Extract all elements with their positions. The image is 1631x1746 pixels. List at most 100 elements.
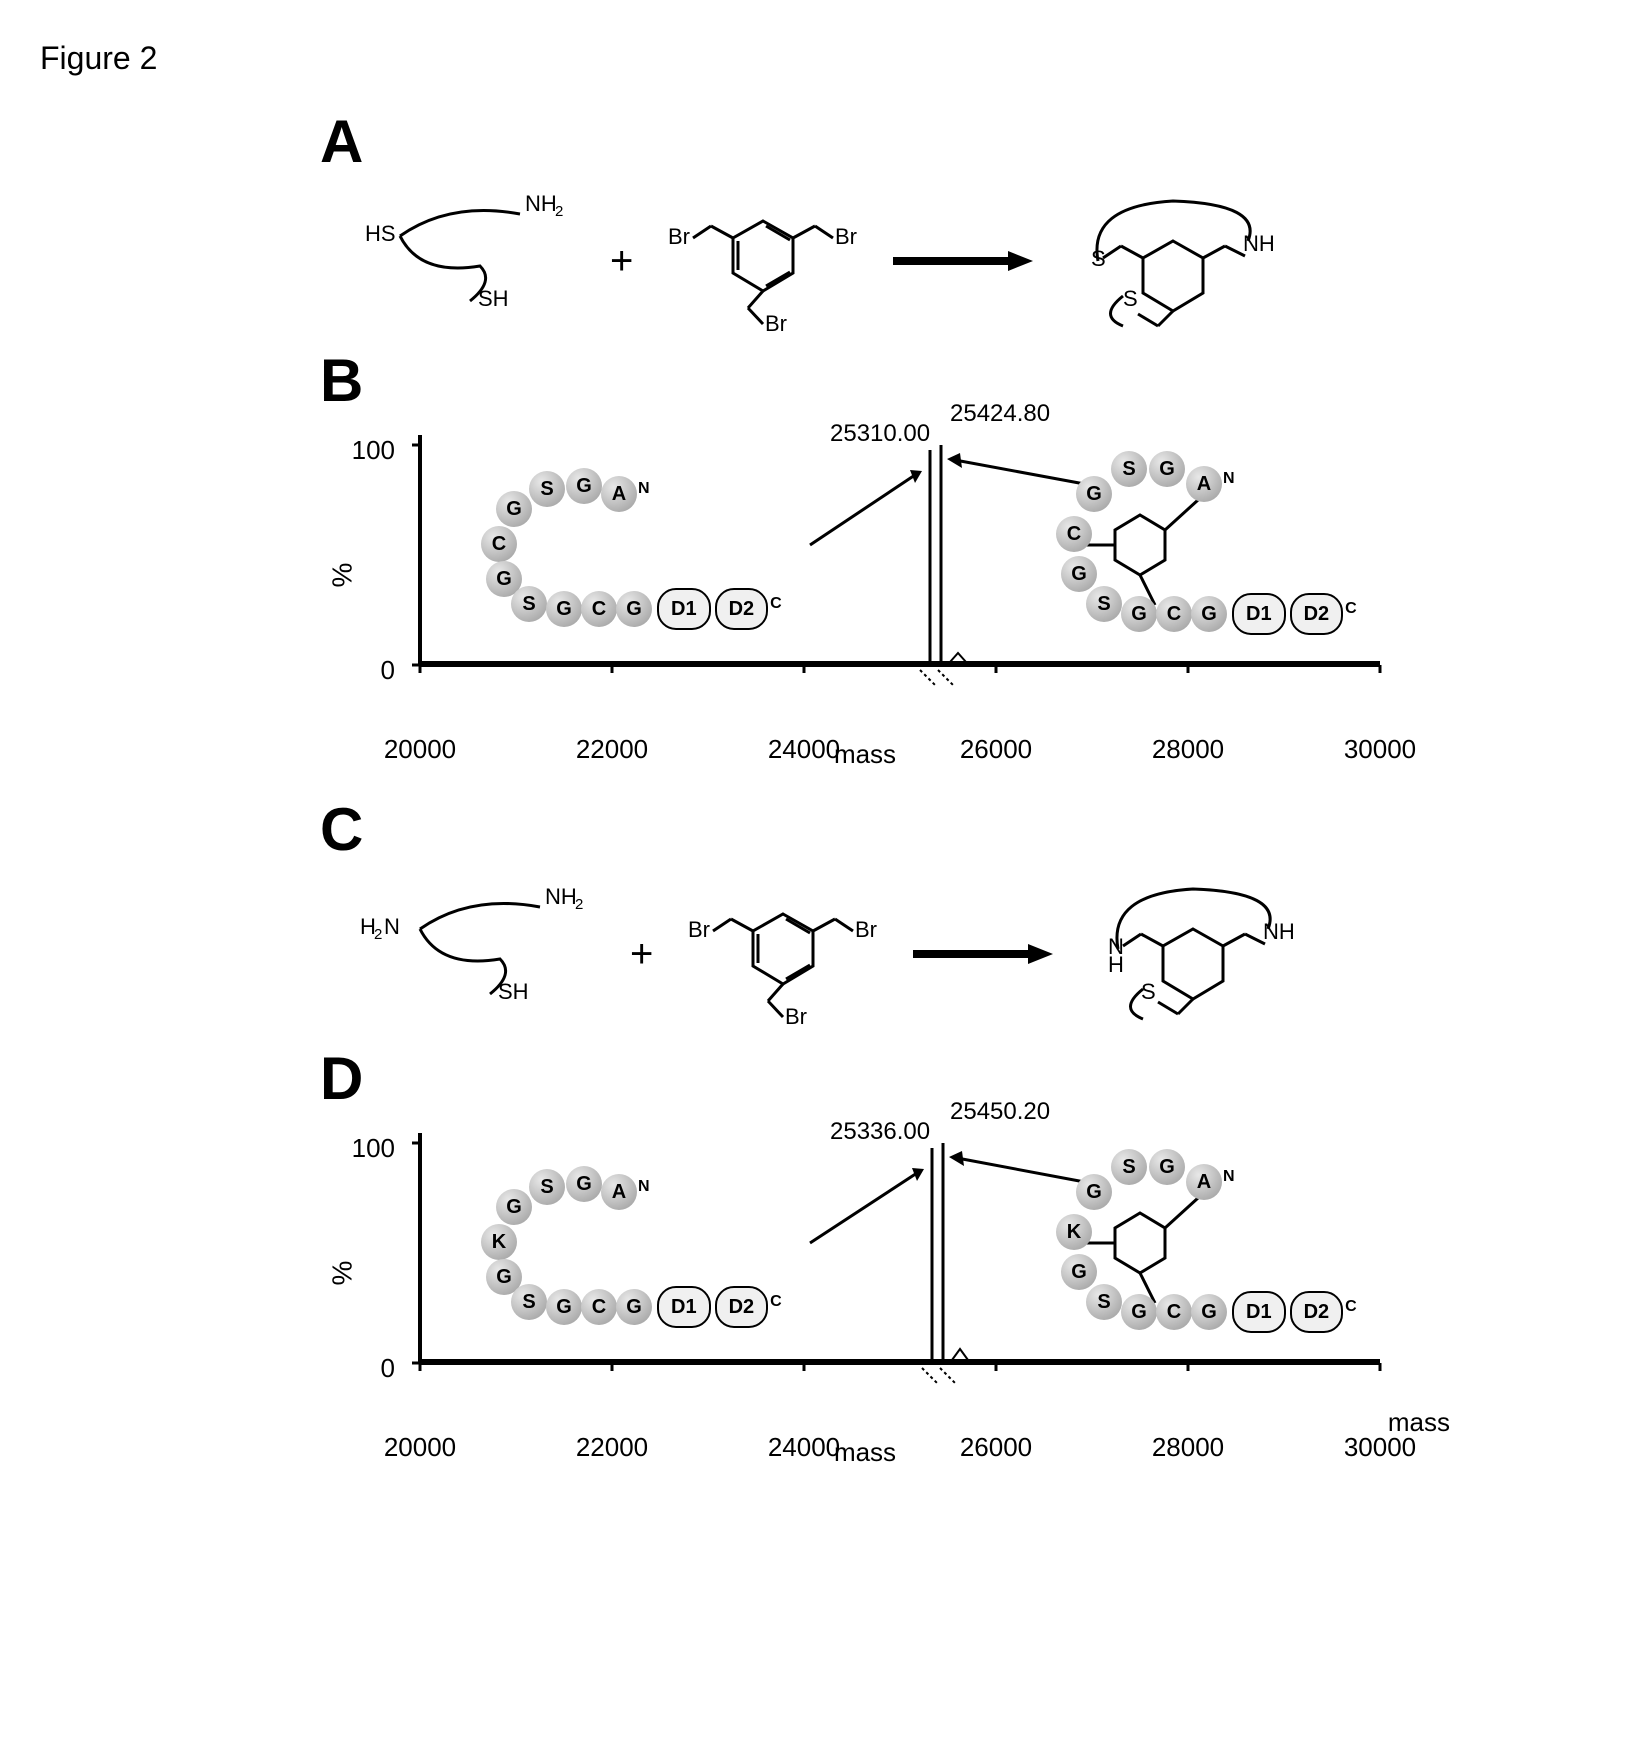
spectrum-svg-d xyxy=(390,1113,1440,1393)
svg-text:S: S xyxy=(1141,979,1156,1004)
spectrum-svg-b xyxy=(390,415,1440,695)
panel-b: B xyxy=(320,346,1420,735)
svg-text:Br: Br xyxy=(835,224,857,249)
aa: K xyxy=(1056,1214,1092,1250)
aa: G xyxy=(566,1166,602,1202)
svg-text:SH: SH xyxy=(478,286,509,311)
aa: G xyxy=(566,468,602,504)
xlabel-d-right: mass xyxy=(1388,1407,1450,1438)
c-terminus: C xyxy=(1345,600,1357,617)
svg-text:Br: Br xyxy=(668,224,690,249)
ytick-100: 100 xyxy=(352,1133,395,1164)
domain-d2: D2 xyxy=(715,1286,769,1328)
aa: C xyxy=(1156,596,1192,632)
panel-letter-c: C xyxy=(320,796,363,863)
aa: G xyxy=(1076,476,1112,512)
ylabel-b: % xyxy=(326,563,358,588)
reaction-a: HS NH2 SH + Br Br Br xyxy=(360,186,1420,336)
n-terminus: N xyxy=(638,480,650,497)
n-terminus: N xyxy=(1223,1168,1235,1185)
domain-d1: D1 xyxy=(657,588,711,630)
domain-d2: D2 xyxy=(1290,593,1344,635)
svg-text:Br: Br xyxy=(765,311,787,336)
panel-letter-d: D xyxy=(320,1045,363,1112)
aa: G xyxy=(496,491,532,527)
figure-title: Figure 2 xyxy=(40,40,1591,77)
svg-text:N: N xyxy=(384,914,400,939)
aa: S xyxy=(1086,586,1122,622)
xtick: 20000 xyxy=(384,1432,456,1463)
peak-label-2: 25424.80 xyxy=(950,400,1050,428)
aa: A xyxy=(601,476,637,512)
peak-label-1: 25336.00 xyxy=(830,1118,930,1146)
arrow-icon xyxy=(913,939,1053,969)
svg-text:Br: Br xyxy=(855,917,877,942)
figure-panels: A HS NH2 SH + Br Br xyxy=(320,107,1420,1433)
xtick: 20000 xyxy=(384,734,456,765)
n-terminus: N xyxy=(1223,470,1235,487)
xtick: 28000 xyxy=(1152,1432,1224,1463)
aa: S xyxy=(1111,1149,1147,1185)
n-terminus: N xyxy=(638,1178,650,1195)
aa: A xyxy=(1186,466,1222,502)
ylabel-d: % xyxy=(326,1261,358,1286)
product-a: S NH S xyxy=(1063,186,1283,336)
aa: S xyxy=(1086,1284,1122,1320)
aa: G xyxy=(546,591,582,627)
aa: G xyxy=(1149,1149,1185,1185)
aa: G xyxy=(616,1289,652,1325)
aa: C xyxy=(1056,516,1092,552)
svg-text:NH: NH xyxy=(545,884,577,909)
aa: S xyxy=(511,1284,547,1320)
xtick: 28000 xyxy=(1152,734,1224,765)
c-terminus: C xyxy=(770,595,782,612)
c-terminus: C xyxy=(770,1293,782,1310)
xlabel-d: mass xyxy=(834,1437,896,1468)
domain-d2: D2 xyxy=(715,588,769,630)
aa: G xyxy=(1191,1294,1227,1330)
xtick: 26000 xyxy=(960,734,1032,765)
svg-text:2: 2 xyxy=(555,203,563,220)
reactant2-a: Br Br Br xyxy=(663,186,863,336)
xtick: 22000 xyxy=(576,734,648,765)
panel-a: A HS NH2 SH + Br Br xyxy=(320,107,1420,336)
domain-d2: D2 xyxy=(1290,1291,1344,1333)
svg-text:S: S xyxy=(1091,246,1106,271)
svg-text:NH: NH xyxy=(1263,919,1295,944)
ytick-0: 0 xyxy=(381,1353,395,1384)
aa: G xyxy=(496,1189,532,1225)
aa: G xyxy=(1076,1174,1112,1210)
xtick: 24000 xyxy=(768,734,840,765)
panel-c: C H2N NH2 SH + Br Br xyxy=(320,795,1420,1034)
aa: C xyxy=(481,526,517,562)
aa: C xyxy=(581,1289,617,1325)
aa: A xyxy=(1186,1164,1222,1200)
aa: S xyxy=(1111,451,1147,487)
svg-text:HS: HS xyxy=(365,221,396,246)
aa: S xyxy=(529,471,565,507)
panel-letter-a: A xyxy=(320,108,363,175)
aa: C xyxy=(581,591,617,627)
panel-d: D xyxy=(320,1044,1420,1433)
reactant1-a: HS NH2 SH xyxy=(360,186,580,336)
arrow-icon xyxy=(893,246,1033,276)
panel-letter-b: B xyxy=(320,347,363,414)
product-c: N H NH S xyxy=(1083,874,1303,1034)
svg-text:NH: NH xyxy=(1243,231,1275,256)
domain-d1: D1 xyxy=(1232,593,1286,635)
svg-text:H: H xyxy=(1108,952,1124,977)
aa: S xyxy=(529,1169,565,1205)
aa: G xyxy=(1121,1294,1157,1330)
svg-text:Br: Br xyxy=(688,917,710,942)
plus-icon: + xyxy=(630,932,653,977)
xlabel-b: mass xyxy=(834,739,896,770)
aa: G xyxy=(1191,596,1227,632)
aa: C xyxy=(1156,1294,1192,1330)
svg-text:NH: NH xyxy=(525,191,557,216)
svg-text:2: 2 xyxy=(575,896,583,913)
xtick: 30000 xyxy=(1344,734,1416,765)
xtick: 26000 xyxy=(960,1432,1032,1463)
svg-text:SH: SH xyxy=(498,979,529,1004)
aa: A xyxy=(601,1174,637,1210)
aa: G xyxy=(1121,596,1157,632)
